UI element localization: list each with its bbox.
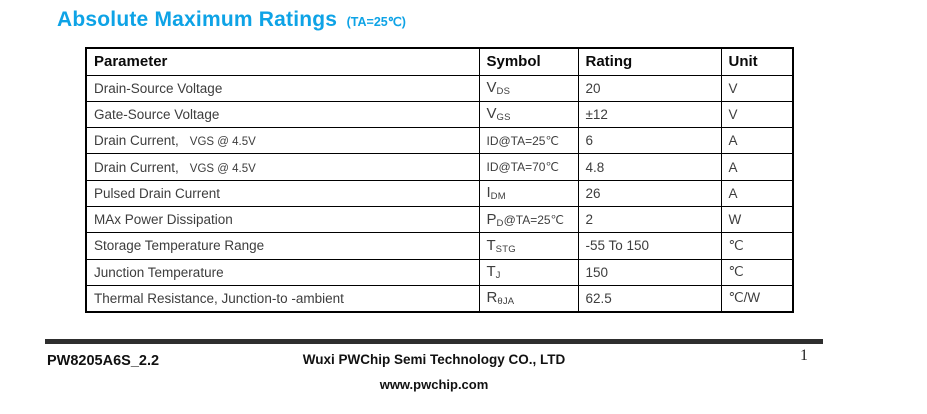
footer-divider [45,339,823,344]
company-name: Wuxi PWChip Semi Technology CO., LTD [302,352,566,367]
rating-cell: 150 [577,258,722,286]
rating-cell: 4.8 [577,153,722,181]
unit-cell: ℃ [720,232,794,260]
document-id: PW8205A6S_2.2 [47,353,160,369]
symbol-main: V [486,79,497,97]
symbol-cell: ID@TA=70℃ [478,153,579,181]
parameter-text: MAx Power Dissipation [94,212,233,228]
unit-cell: ℃ [720,258,794,286]
parameter-cell: Drain Current, VGS @ 4.5V [85,127,480,155]
parameter-note: VGS @ 4.5V [189,162,256,175]
rating-cell: 20 [577,74,722,102]
symbol-cell: PD@TA=25℃ [478,205,579,234]
symbol-main: T [486,236,496,254]
parameter-cell: Drain-Source Voltage [85,74,480,102]
symbol-main: R [486,289,498,307]
col-header-parameter: Parameter [85,47,480,76]
table-row: Drain Current, VGS @ 4.5V ID@TA=25℃ 6 A [85,127,794,155]
symbol-subscript: θJA [497,296,515,308]
symbol-cell: TSTG [478,232,579,260]
symbol-main: T [486,263,496,281]
symbol-main: P [486,210,497,228]
unit-cell: W [720,205,794,234]
symbol-subscript: J [495,270,501,282]
symbol-cell: TJ [478,258,579,286]
rating-cell: ±12 [577,100,722,129]
page-title-text: Absolute Maximum Ratings [57,8,338,31]
col-header-unit: Unit [720,47,794,76]
parameter-cell: Junction Temperature [85,258,480,286]
rating-cell: 6 [577,127,722,155]
symbol-note: @TA=25℃ [503,212,565,227]
symbol-cell: VDS [478,74,579,102]
symbol-cell: ID@TA=25℃ [478,127,579,155]
symbol-cell: VGS [478,100,579,129]
table-row: Drain Current, VGS @ 4.5V ID@TA=70℃ 4.8 A [85,153,794,181]
parameter-note: VGS @ 4.5V [189,136,256,149]
symbol-subscript: DS [496,86,511,98]
page-number: 1 [800,347,808,364]
parameter-text: Storage Temperature Range [94,238,265,254]
parameter-text: Drain Current, [94,133,179,149]
website-url: www.pwchip.com [379,377,489,392]
table-row: Pulsed Drain Current IDM 26 A [85,179,794,207]
parameter-cell: Thermal Resistance, Junction-to -ambient [85,284,480,313]
table-row: Junction Temperature TJ 150 ℃ [85,258,794,286]
parameter-cell: MAx Power Dissipation [85,205,480,234]
symbol-subscript: DM [490,191,506,203]
unit-cell: A [720,179,794,207]
symbol-subscript: GS [496,112,511,124]
unit-cell: V [720,74,794,102]
parameter-text: Junction Temperature [94,264,224,280]
table-row: MAx Power Dissipation PD@TA=25℃ 2 W [85,205,794,234]
parameter-cell: Gate-Source Voltage [85,100,480,129]
page-title: Absolute Maximum Ratings (TA=25℃) [57,8,406,32]
title-condition: (TA=25℃) [346,15,406,29]
parameter-text: Drain Current, [94,159,179,175]
table-row: Thermal Resistance, Junction-to -ambient… [85,284,794,313]
parameter-text: Thermal Resistance, Junction-to -ambient [94,290,344,306]
symbol-subscript: D [496,217,504,229]
parameter-text: Gate-Source Voltage [94,106,220,122]
rating-cell: 2 [577,205,722,234]
symbol-note: ID@TA=70℃ [486,160,559,175]
parameter-text: Pulsed Drain Current [94,185,221,201]
table-row: Drain-Source Voltage VDS 20 V [85,74,794,102]
unit-cell: V [720,100,794,129]
table-row: Storage Temperature Range TSTG -55 To 15… [85,232,794,260]
unit-cell: A [720,153,794,181]
col-header-symbol: Symbol [478,47,579,76]
parameter-cell: Storage Temperature Range [85,232,480,260]
symbol-cell: RθJA [478,284,579,313]
symbol-main: V [486,105,497,123]
symbol-subscript: STG [495,243,516,255]
parameter-cell: Drain Current, VGS @ 4.5V [85,153,480,181]
symbol-cell: IDM [478,179,579,207]
symbol-main: I [486,184,491,202]
table-header-row: Parameter Symbol Rating Unit [85,47,794,76]
unit-cell: ℃/W [720,284,794,313]
rating-cell: 26 [577,179,722,207]
col-header-rating: Rating [577,47,722,76]
symbol-note: ID@TA=25℃ [486,133,559,148]
rating-cell: -55 To 150 [577,232,722,260]
parameter-cell: Pulsed Drain Current [85,179,480,207]
rating-cell: 62.5 [577,284,722,313]
absolute-maximum-ratings-table: Parameter Symbol Rating Unit Drain-Sourc… [85,47,794,313]
unit-cell: A [720,127,794,155]
table-row: Gate-Source Voltage VGS ±12 V [85,100,794,129]
parameter-text: Drain-Source Voltage [94,80,223,96]
